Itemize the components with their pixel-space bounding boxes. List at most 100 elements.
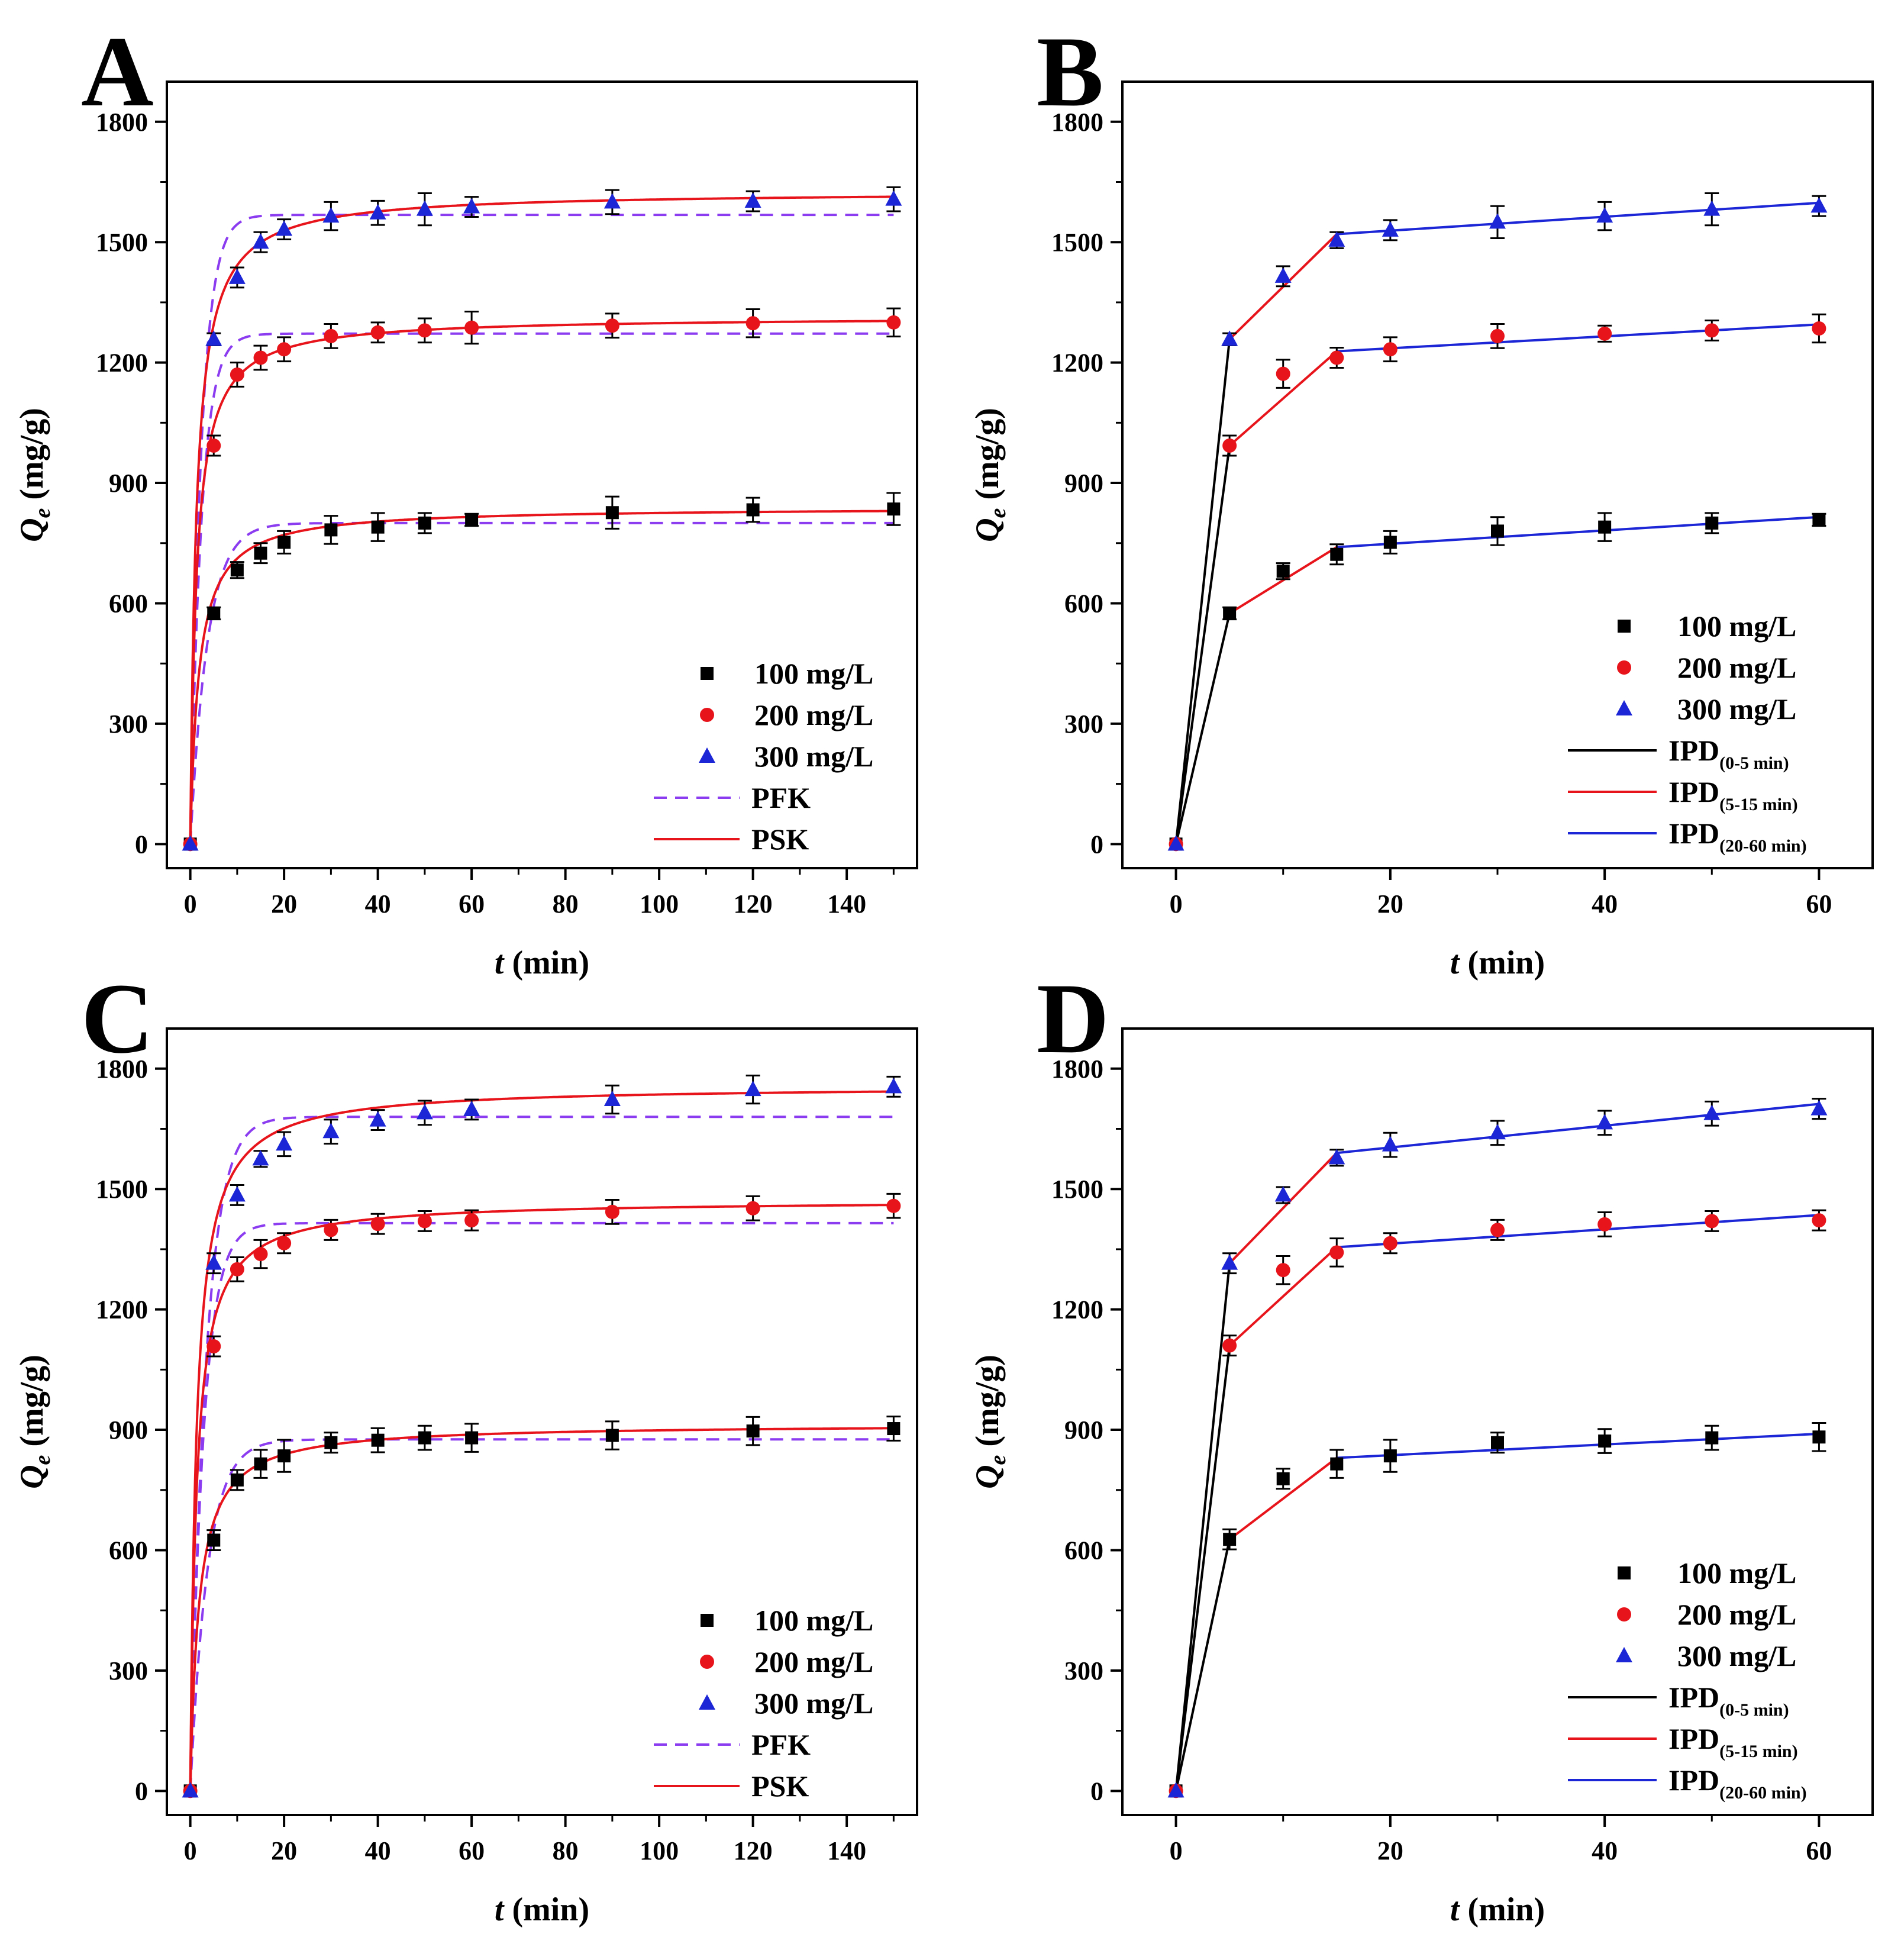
- y-tick-label: 900: [1064, 1416, 1103, 1445]
- legend-label: 300 mg/L: [1677, 692, 1796, 726]
- x-tick-label: 120: [734, 1836, 773, 1865]
- fit-curve: [189, 1438, 894, 1791]
- fit-pfk: [189, 1116, 894, 1791]
- x-tick-label: 0: [184, 889, 197, 918]
- series-circle: [1169, 1209, 1826, 1798]
- data-point: [1382, 1136, 1399, 1152]
- legend-label: 300 mg/L: [754, 740, 873, 773]
- data-point: [463, 1100, 480, 1116]
- y-axis-title-sub: e: [30, 508, 55, 518]
- legend-label-main: IPD: [1668, 1764, 1719, 1797]
- data-point: [1222, 1338, 1237, 1353]
- y-tick-label: 600: [109, 589, 148, 618]
- legend-label: PSK: [751, 1769, 809, 1803]
- x-tick-label: 60: [1806, 1836, 1832, 1865]
- legend-marker: [700, 1655, 714, 1669]
- fit-curve: [189, 1221, 894, 1791]
- series-triangle: [182, 186, 902, 851]
- x-axis-title-var: t: [495, 944, 505, 981]
- data-point: [887, 1422, 901, 1436]
- legend-marker: [700, 708, 714, 722]
- data-point: [1812, 513, 1826, 527]
- data-point: [230, 1473, 244, 1487]
- y-axis-title: Qe (mg/g): [14, 1355, 55, 1489]
- data-point: [1222, 439, 1237, 453]
- y-tick-label: 0: [135, 1777, 148, 1806]
- data-point: [228, 268, 246, 284]
- y-axis-title-var: Q: [14, 1465, 50, 1488]
- data-point: [1705, 323, 1719, 338]
- ipd-line: [1337, 323, 1819, 353]
- data-point: [1383, 536, 1397, 549]
- x-tick-label: 100: [640, 889, 679, 918]
- y-axis-title-sub: e: [986, 1455, 1011, 1465]
- data-point: [1274, 267, 1292, 283]
- data-point: [1223, 607, 1237, 620]
- data-point: [1276, 1263, 1290, 1278]
- y-tick-label: 300: [109, 710, 148, 739]
- legend-label-main: IPD: [1668, 817, 1719, 850]
- legend-marker: [1617, 1607, 1631, 1621]
- data-point: [605, 318, 619, 333]
- data-point: [1276, 1472, 1290, 1485]
- x-tick-label: 140: [827, 1836, 866, 1865]
- y-axis-title-var: Q: [969, 1465, 1006, 1488]
- legend-label-main: IPD: [1668, 1722, 1719, 1755]
- y-tick-label: 1200: [96, 349, 148, 378]
- data-point: [277, 1236, 292, 1250]
- x-tick-label: 40: [365, 889, 391, 918]
- data-point: [228, 1186, 246, 1202]
- series-circle: [183, 307, 901, 852]
- fit-curve: [189, 320, 894, 844]
- ipd-line: [1174, 1345, 1231, 1791]
- y-tick-label: 900: [109, 1416, 148, 1445]
- data-point: [1597, 326, 1612, 341]
- data-point: [206, 1339, 221, 1354]
- y-axis-title-unit: (mg/g): [969, 408, 1006, 508]
- ipd-line: [1337, 515, 1819, 549]
- data-point: [206, 439, 221, 453]
- panel-letter: A: [81, 16, 154, 127]
- legend-label: 100 mg/L: [1677, 610, 1796, 643]
- x-tick-label: 60: [1806, 889, 1832, 918]
- y-tick-label: 1500: [96, 228, 148, 257]
- data-point: [1167, 1782, 1185, 1798]
- x-axis-title-unit: (min): [1459, 1891, 1545, 1928]
- legend-label-sub: (0-5 min): [1719, 753, 1789, 773]
- data-point: [417, 323, 432, 338]
- data-point: [276, 220, 293, 236]
- legend-marker: [701, 667, 714, 680]
- data-point: [276, 1135, 293, 1151]
- y-axis-title: Qe (mg/g): [14, 408, 55, 542]
- data-point: [205, 330, 222, 346]
- x-tick-label: 140: [827, 889, 866, 918]
- y-tick-label: 300: [109, 1656, 148, 1685]
- data-point: [744, 192, 761, 208]
- data-point: [1705, 1431, 1719, 1445]
- data-point: [1703, 200, 1721, 216]
- data-point: [887, 502, 901, 516]
- ipd-line: [1174, 612, 1231, 844]
- data-point: [253, 1247, 268, 1262]
- data-point: [230, 563, 244, 577]
- data-point: [1382, 221, 1399, 237]
- panel-letter: D: [1037, 963, 1109, 1074]
- fit-curve: [189, 1204, 894, 1791]
- data-point: [745, 316, 760, 331]
- data-point: [1598, 1434, 1612, 1448]
- legend-marker: [1616, 1647, 1632, 1662]
- x-tick-label: 40: [1592, 889, 1618, 918]
- legend-marker: [1616, 700, 1632, 715]
- ipd-line: [1337, 201, 1819, 236]
- series-triangle: [1167, 192, 1828, 851]
- x-tick-label: 20: [1377, 1836, 1403, 1865]
- data-point: [207, 1533, 221, 1547]
- legend-label-sub: (0-5 min): [1719, 1700, 1789, 1720]
- data-point: [277, 1449, 291, 1463]
- x-tick-label: 60: [459, 889, 485, 918]
- y-axis-title-sub: e: [986, 508, 1011, 518]
- data-point: [1812, 321, 1826, 336]
